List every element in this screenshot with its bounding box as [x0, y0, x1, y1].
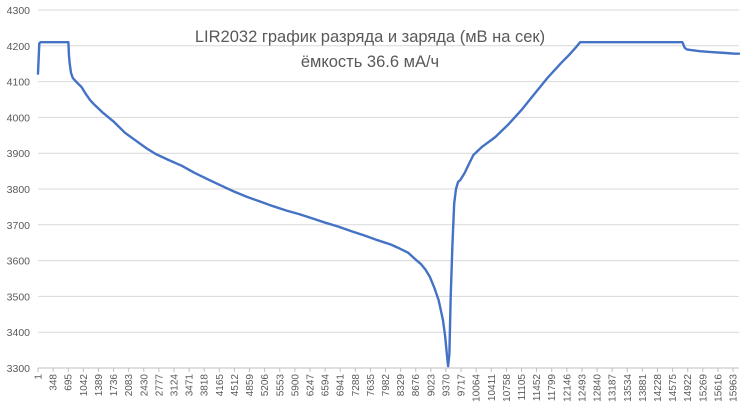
voltage-series-line	[36, 41, 741, 368]
x-tick-label: 8329	[396, 374, 407, 397]
x-tick-label: 12146	[562, 374, 573, 402]
x-tick-label: 15616	[713, 374, 724, 402]
x-tick-label: 4165	[215, 374, 226, 397]
x-tick-label: 1736	[109, 374, 120, 397]
y-axis-ticks: 3300 3400 3500 3600 3700 3800 3900 4000 4100 4200…	[7, 5, 31, 375]
x-tick-label: 9370	[441, 374, 452, 397]
y-tick-label: 3300	[7, 363, 31, 375]
x-tick-label: 11452	[532, 374, 543, 402]
x-tick-label: 2777	[154, 374, 165, 397]
x-tick-label: 12493	[577, 374, 588, 402]
x-tick-label: 9717	[457, 374, 468, 397]
y-tick-label: 3600	[7, 256, 31, 268]
x-tick-label: 13881	[638, 374, 649, 402]
x-tick-label: 348	[49, 374, 60, 391]
x-tick-label: 4859	[245, 374, 256, 397]
x-tick-label: 15963	[729, 374, 740, 402]
x-tick-label: 11105	[517, 374, 528, 401]
x-tick-label: 3124	[169, 374, 180, 397]
x-tick-label: 14228	[653, 374, 664, 402]
y-tick-label: 4200	[7, 41, 31, 53]
x-tick-label: 2430	[139, 374, 150, 397]
y-tick-label: 4100	[7, 77, 31, 89]
y-tick-label: 4300	[7, 5, 31, 17]
x-tick-label: 8676	[411, 374, 422, 397]
y-tick-label: 3500	[7, 291, 31, 303]
x-tick-label: 11799	[547, 374, 558, 402]
y-tick-label: 3700	[7, 220, 31, 232]
x-tick-label: 9023	[426, 374, 437, 397]
x-tick-label: 14922	[683, 374, 694, 402]
x-axis-ticks: 1 348 695 1042 1389 1736 2083 2430 2777 3124 3471 3…	[34, 368, 740, 402]
x-tick-label: 1	[34, 374, 45, 380]
x-tick-label: 5900	[290, 374, 301, 397]
x-tick-label: 3818	[200, 374, 211, 397]
x-tick-label: 1042	[79, 374, 90, 397]
chart-subtitle: ёмкость 36.6 мА/ч	[301, 53, 439, 71]
x-tick-label: 6594	[321, 374, 332, 397]
x-tick-label: 7288	[351, 374, 362, 397]
x-tick-label: 7635	[366, 374, 377, 397]
x-tick-label: 2083	[124, 374, 135, 397]
y-tick-label: 4000	[7, 112, 31, 124]
x-tick-label: 3471	[185, 374, 196, 397]
x-tick-label: 10758	[502, 374, 513, 402]
x-tick-label: 12840	[593, 374, 604, 402]
x-tick-label: 10064	[472, 374, 483, 402]
x-tick-label: 7982	[381, 374, 392, 397]
x-tick-label: 5206	[260, 374, 271, 397]
x-tick-label: 5553	[275, 374, 286, 397]
x-tick-label: 10411	[487, 374, 498, 402]
x-tick-label: 13187	[608, 374, 619, 402]
chart-title: LIR2032 график разряда и заряда (мВ на с…	[195, 28, 545, 46]
x-tick-label: 14575	[668, 374, 679, 402]
y-tick-label: 3400	[7, 327, 31, 339]
x-tick-label: 695	[64, 374, 75, 391]
y-tick-label: 3800	[7, 184, 31, 196]
x-tick-label: 6247	[305, 374, 316, 397]
x-tick-label: 4512	[230, 374, 241, 397]
x-tick-label: 15269	[698, 374, 709, 402]
x-tick-label: 6941	[336, 374, 347, 397]
y-tick-label: 3900	[7, 148, 31, 160]
x-tick-label: 13534	[623, 374, 634, 402]
x-tick-label: 1389	[94, 374, 105, 397]
